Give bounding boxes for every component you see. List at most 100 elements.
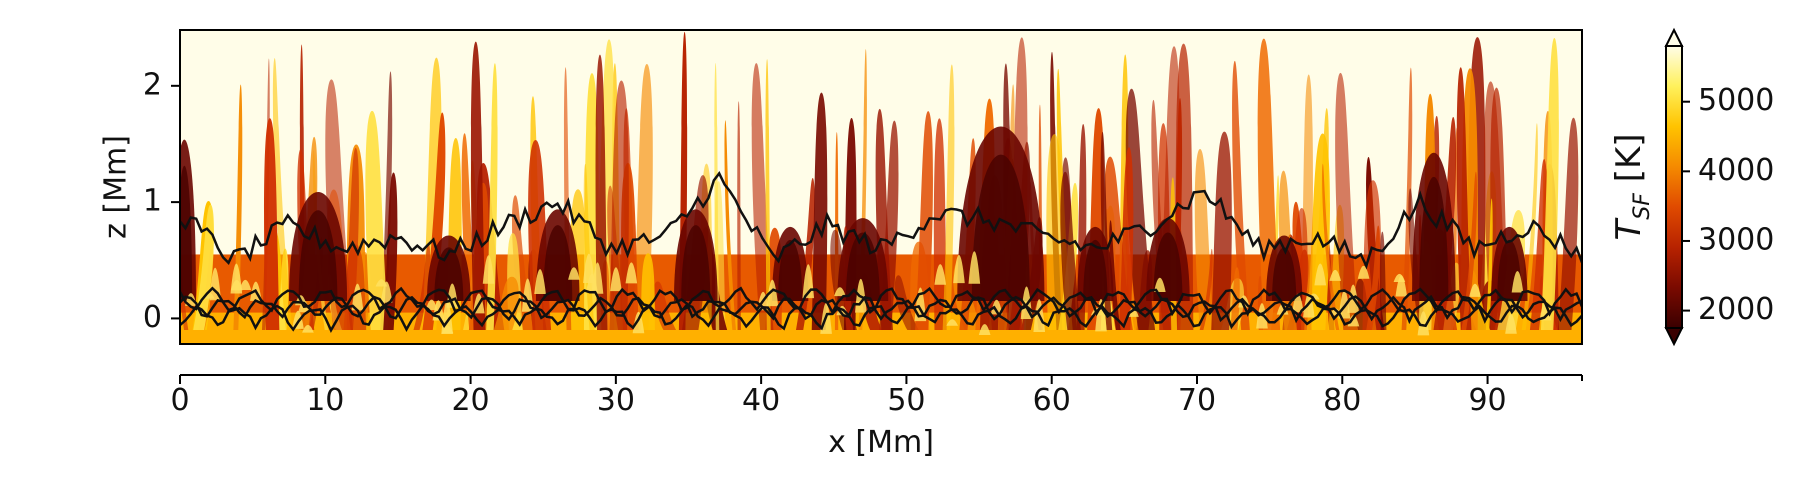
contour-lower bbox=[180, 286, 1582, 317]
contour-upper bbox=[180, 171, 1582, 270]
heatmap-bright-spot bbox=[521, 278, 534, 312]
colorbar-ticks: 2000 3000 4000 5000 bbox=[1682, 83, 1774, 327]
heatmap-bright-spot bbox=[1505, 314, 1517, 334]
heatmap-bright-spot bbox=[968, 251, 981, 284]
heatmap-cool-core bbox=[1419, 176, 1449, 301]
heatmap-bright-spot bbox=[380, 281, 393, 303]
x-axis-label: x [Mm] bbox=[828, 425, 934, 460]
heatmap-streak bbox=[1056, 68, 1073, 331]
heatmap-bright-spot bbox=[230, 263, 243, 294]
heatmap-cool-core bbox=[845, 232, 880, 301]
y-tick-label: 2 bbox=[143, 67, 162, 102]
colorbar-tick-label: 2000 bbox=[1698, 292, 1774, 327]
heatmap-bright-spot bbox=[1314, 263, 1327, 286]
heatmap-streak bbox=[1232, 60, 1250, 331]
heatmap-streak bbox=[1199, 248, 1213, 331]
heatmap-bright-spot bbox=[978, 324, 991, 336]
heatmap-bright-spot bbox=[534, 269, 546, 294]
colorbar-tick-label: 3000 bbox=[1698, 222, 1774, 257]
heatmap-streak bbox=[193, 204, 215, 331]
temperature-contours bbox=[180, 171, 1582, 334]
heatmap-streak bbox=[724, 120, 736, 331]
x-tick-label: 60 bbox=[1033, 383, 1071, 418]
x-tick-label: 90 bbox=[1468, 383, 1506, 418]
heatmap-streak bbox=[1485, 198, 1493, 331]
heatmap-streak bbox=[1211, 131, 1232, 331]
x-tick-label: 0 bbox=[170, 383, 189, 418]
heatmap-streak bbox=[737, 101, 741, 331]
y-tick-label: 1 bbox=[143, 184, 162, 219]
heatmap-streak bbox=[180, 255, 189, 331]
x-tick-label: 40 bbox=[742, 383, 780, 418]
x-tick-label: 10 bbox=[306, 383, 344, 418]
heatmap-streak bbox=[1456, 67, 1472, 331]
heatmap-bright-spot bbox=[766, 279, 779, 307]
colorbar-label: TSF [K] bbox=[1609, 133, 1655, 240]
heatmap-cool-core bbox=[778, 239, 803, 301]
heatmap-streak bbox=[470, 41, 486, 331]
heatmap-cool-core bbox=[971, 154, 1030, 301]
heatmap-cool-core bbox=[298, 210, 338, 301]
heatmap-streak bbox=[1322, 163, 1340, 331]
colorbar-extend-top bbox=[1664, 27, 1684, 47]
heatmap-streak bbox=[641, 253, 655, 331]
heatmap-bright-spot bbox=[568, 267, 580, 280]
heatmap-streak bbox=[1408, 188, 1427, 331]
plot-frame bbox=[179, 29, 1583, 345]
heatmap-cool-core bbox=[1083, 239, 1108, 301]
contour-lower bbox=[180, 302, 1582, 334]
heatmap-bright-spot bbox=[834, 287, 846, 297]
heatmap-bright-spot bbox=[610, 267, 622, 292]
heatmap-bright-spot bbox=[591, 262, 604, 294]
x-axis: 0 10 20 30 40 50 60 70 80 90 bbox=[170, 375, 1583, 418]
heatmap-streak bbox=[595, 54, 608, 331]
x-tick-label: 30 bbox=[597, 383, 635, 418]
heatmap-bright-spot bbox=[239, 279, 252, 290]
heatmap-bright-spot bbox=[425, 299, 438, 311]
heatmap-streak bbox=[609, 80, 629, 331]
heatmap-bright-spot bbox=[1469, 283, 1481, 297]
heatmap-cool-core bbox=[543, 225, 573, 301]
heatmap-bright-spot bbox=[482, 255, 495, 284]
temperature-heatmap bbox=[180, 30, 1582, 344]
heatmap-bright-spot bbox=[632, 311, 645, 334]
heatmap-bright-spot bbox=[625, 262, 638, 284]
heatmap-streak bbox=[1401, 67, 1413, 331]
heatmap-streak bbox=[1450, 127, 1458, 331]
heatmap-streak bbox=[511, 195, 534, 331]
heatmap-streak bbox=[942, 64, 955, 331]
heatmap-streak bbox=[365, 110, 389, 331]
heatmap-streak bbox=[811, 92, 828, 331]
x-tick-label: 70 bbox=[1178, 383, 1216, 418]
x-tick-label: 80 bbox=[1323, 383, 1361, 418]
heatmap-streak bbox=[1230, 267, 1240, 331]
contour-lower bbox=[180, 294, 1582, 325]
colorbar-tick-label: 4000 bbox=[1698, 153, 1774, 188]
heatmap-bright-spot bbox=[1511, 270, 1524, 293]
heatmap-streak bbox=[795, 177, 815, 331]
heatmap-bright-spot bbox=[1347, 315, 1360, 327]
heatmap-streak bbox=[858, 49, 867, 331]
heatmap-streak bbox=[1335, 72, 1359, 331]
colorbar-tick-label: 5000 bbox=[1698, 83, 1774, 118]
heatmap-streak bbox=[343, 147, 359, 331]
heatmap-streak bbox=[1151, 99, 1171, 331]
y-axis-label: z [Mm] bbox=[99, 135, 134, 239]
heatmap-streak bbox=[380, 71, 393, 331]
colorbar-label-main: T bbox=[1609, 218, 1649, 241]
heatmap-streak bbox=[1521, 123, 1538, 331]
heatmap-streak bbox=[422, 112, 446, 331]
heatmap-streak bbox=[1060, 171, 1081, 331]
heatmap-streak bbox=[765, 59, 771, 331]
heatmap-bright-spot bbox=[1154, 277, 1166, 293]
heatmap-bright-spot bbox=[1329, 269, 1342, 281]
heatmap-cool-core bbox=[434, 247, 464, 301]
heatmap-streak bbox=[583, 163, 595, 331]
heatmap-streak bbox=[1046, 134, 1067, 331]
heatmap-streak bbox=[1529, 158, 1548, 331]
heatmap-bright-spot bbox=[583, 253, 595, 283]
heatmap-streak bbox=[1119, 147, 1134, 331]
heatmap-streak bbox=[1557, 117, 1579, 331]
colorbar-extend-bottom bbox=[1664, 327, 1684, 347]
